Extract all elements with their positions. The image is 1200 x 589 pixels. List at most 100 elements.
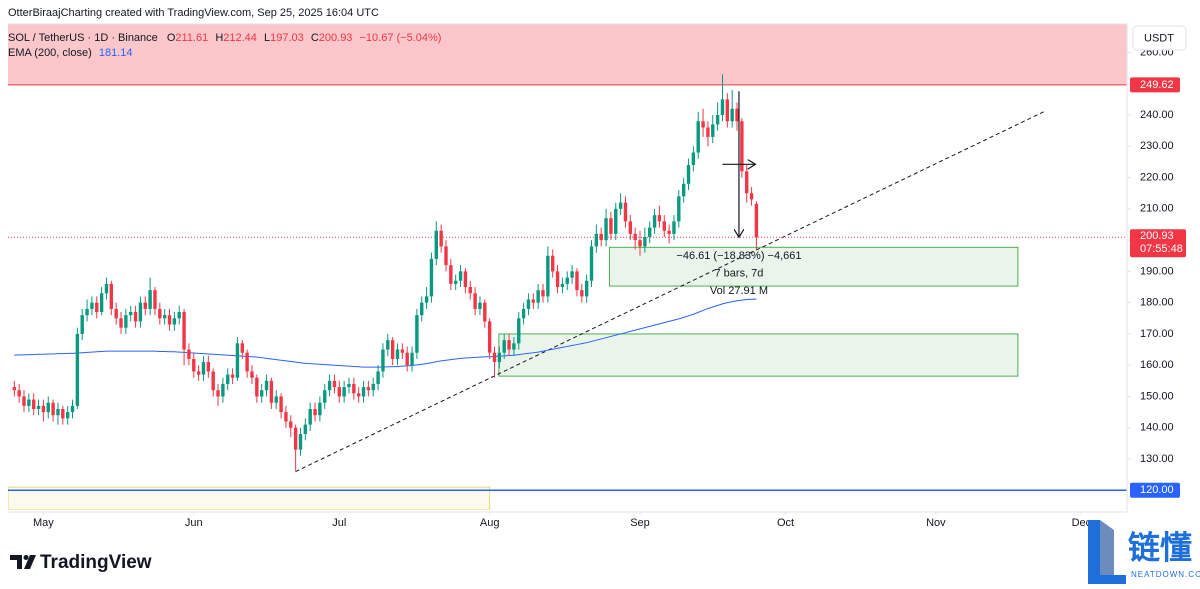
candle-body	[279, 396, 283, 413]
ohlc-letter: C	[311, 32, 319, 44]
candle-body	[104, 283, 109, 294]
y-tick-label: 170.00	[1140, 328, 1174, 340]
resistance-zone	[8, 24, 1127, 85]
candle-body	[614, 208, 618, 234]
candle-body	[521, 308, 526, 319]
candle-body	[473, 293, 477, 309]
candle-body	[536, 290, 540, 303]
x-tick-label: Jul	[332, 517, 346, 529]
y-tick-label: 150.00	[1140, 390, 1174, 402]
candle-body	[478, 302, 482, 309]
resistance-price: 249.62	[1140, 79, 1174, 91]
candle-body	[240, 343, 244, 353]
candle-body	[395, 349, 400, 359]
candle-body	[376, 371, 380, 384]
zone	[8, 486, 491, 510]
candle-body	[167, 315, 172, 325]
candle-body	[293, 427, 298, 450]
candle-body	[133, 312, 138, 322]
measure-label: −46.61 (−18.83%) −4,661	[676, 250, 801, 262]
candle-body	[216, 390, 220, 397]
candle-body	[735, 108, 739, 122]
legend-ema-value: 181.14	[99, 47, 133, 59]
candle-body	[206, 362, 211, 372]
candle-body	[444, 246, 448, 266]
candle-body	[386, 340, 390, 350]
candle-body	[143, 302, 147, 309]
candle-body	[114, 308, 118, 319]
candle-body	[356, 393, 361, 397]
candle-body	[677, 196, 681, 222]
candle-body	[657, 215, 662, 222]
candle-body	[754, 203, 759, 238]
candle-body	[27, 399, 31, 406]
candle-body	[691, 152, 696, 166]
x-tick-label: Nov	[926, 517, 946, 529]
candle-body	[259, 390, 264, 397]
candle-body	[313, 408, 317, 416]
watermark-sub: NEATDOWN.COM	[1131, 570, 1200, 579]
candle-body	[109, 283, 114, 309]
logo-mark	[23, 555, 29, 560]
candle-body	[196, 371, 201, 375]
candle-body	[90, 302, 94, 309]
tradingview-logo: TradingView	[10, 552, 152, 573]
candle-body	[749, 193, 754, 200]
candle-body	[211, 371, 215, 391]
candle-body	[546, 255, 550, 297]
candle-body	[56, 408, 60, 416]
candle-body	[662, 221, 666, 231]
ohlc-value: 197.03	[270, 32, 304, 44]
candle-body	[327, 380, 332, 391]
candle-body	[468, 287, 472, 294]
zone	[608, 246, 1019, 287]
candle-body	[541, 290, 545, 297]
candle-body	[230, 374, 235, 378]
candle-body	[497, 352, 502, 363]
candle-body	[337, 387, 341, 397]
candle-body	[255, 377, 259, 397]
candle-body	[599, 233, 603, 241]
candle-body	[701, 121, 705, 128]
watermark: 链懂 NEATDOWN.COM	[1088, 520, 1200, 584]
candle-body	[148, 290, 152, 309]
x-tick-label: Dec	[1072, 517, 1092, 529]
candle-body	[570, 271, 574, 278]
candle-body	[235, 343, 240, 378]
candle-body	[458, 271, 463, 281]
candle-body	[672, 221, 676, 234]
candle-body	[36, 405, 41, 409]
candle-body	[85, 308, 89, 316]
candle-body	[269, 380, 274, 403]
currency-button[interactable]	[1132, 25, 1187, 51]
candle-body	[429, 258, 434, 297]
candle-body	[41, 405, 46, 413]
currency[interactable]: USDT	[1144, 32, 1174, 44]
y-tick-label: 140.00	[1140, 422, 1174, 434]
candle-body	[352, 383, 356, 394]
candle-body	[551, 255, 555, 272]
ohlc-value: 200.93	[319, 32, 353, 44]
candle-body	[70, 405, 75, 413]
candle-body	[75, 333, 80, 406]
candle-body	[618, 202, 623, 209]
resistance-price-box	[1130, 77, 1180, 93]
plot-area: −46.61 (−18.83%) −4,661 7 bars, 7d Vol 27.…	[8, 24, 1127, 510]
candle-body	[138, 302, 143, 322]
legend-main: SOL / TetherUS · 1D · Binance O211.61 H2…	[8, 32, 441, 44]
symbol: SOL / TetherUS · 1D · Binance	[8, 32, 158, 44]
candle-body	[555, 271, 560, 288]
measure-label: 7 bars, 7d	[715, 268, 764, 280]
candle-body	[361, 387, 366, 397]
candle-body	[667, 230, 671, 234]
candle-body	[696, 121, 700, 153]
candle-body	[158, 308, 162, 319]
candle-body	[745, 171, 749, 194]
ema-line	[14, 298, 757, 368]
support-price-box	[1130, 482, 1180, 498]
candle-body	[17, 390, 21, 397]
candle-body	[580, 290, 584, 297]
candle-body	[420, 302, 424, 316]
y-tick-label: 210.00	[1140, 203, 1174, 215]
candle-body	[463, 271, 468, 288]
